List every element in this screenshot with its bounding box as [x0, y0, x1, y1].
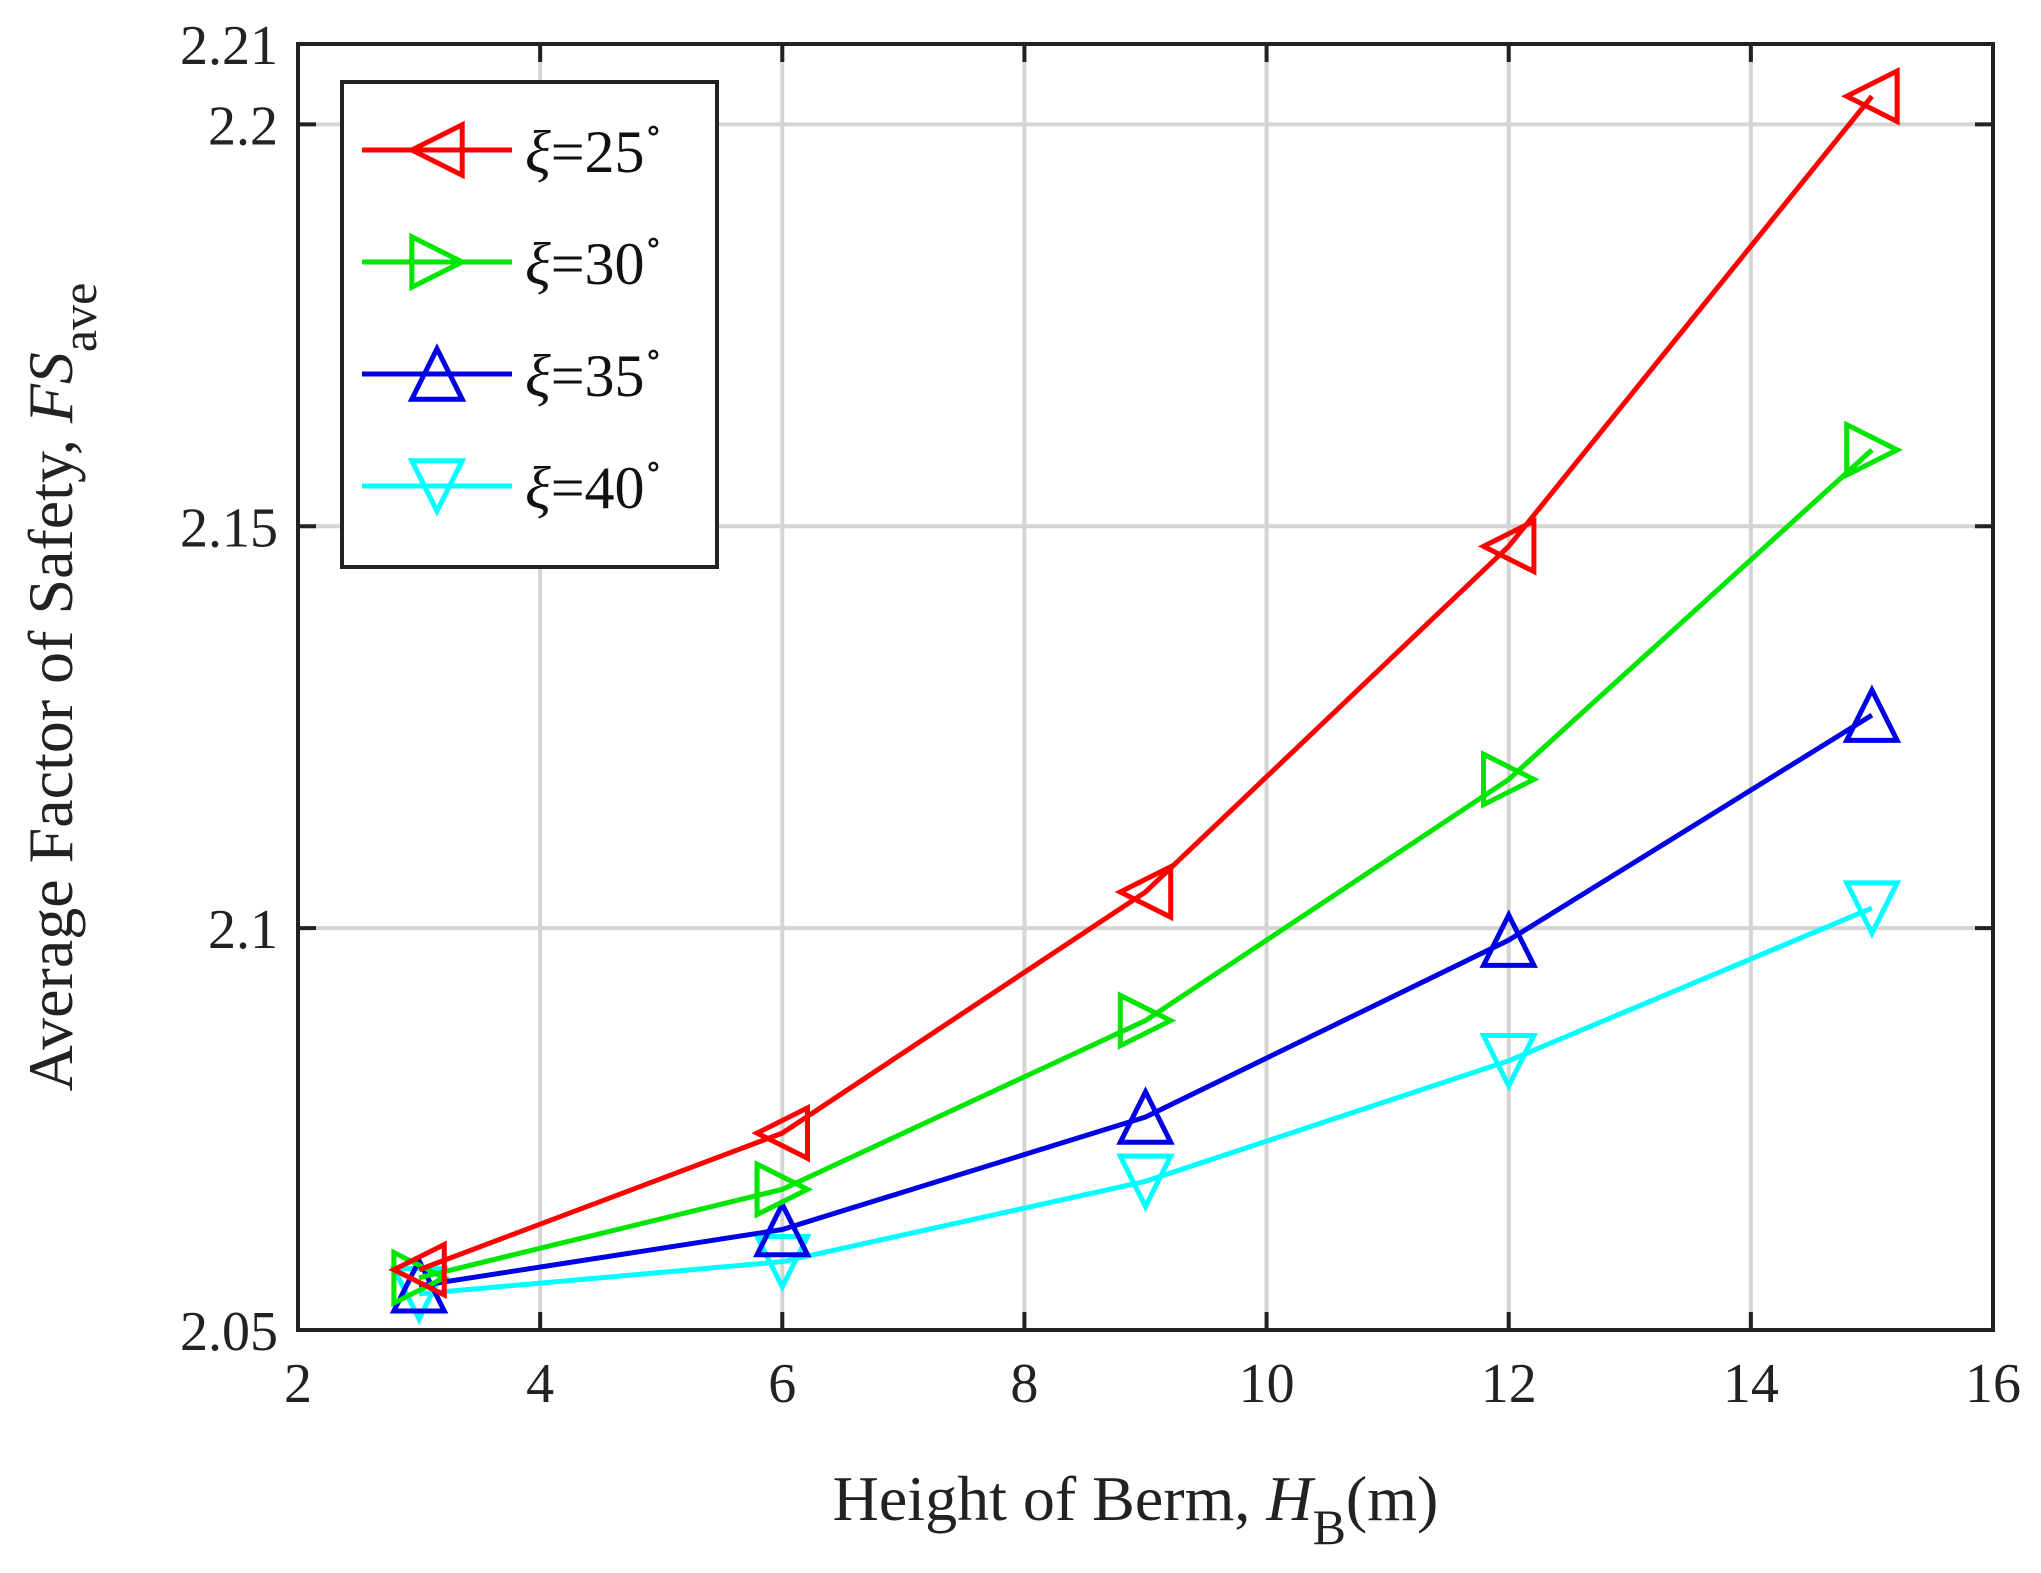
- data-point: [1481, 750, 1540, 809]
- x-tick-label: 14: [1723, 1353, 1779, 1415]
- data-point: [1479, 909, 1538, 968]
- legend: ξ=25∘ξ=30∘ξ=35∘ξ=40∘: [340, 80, 719, 569]
- series-line: [418, 94, 1874, 1273]
- data-point: [1844, 420, 1903, 480]
- data-point: [1116, 1086, 1175, 1145]
- x-tick-label: 16: [1965, 1353, 2021, 1415]
- legend-symbol: ξ: [525, 119, 551, 185]
- series-30: [391, 420, 1903, 1308]
- grid: [298, 44, 1993, 1330]
- legend-value: =30: [551, 231, 645, 297]
- y-tick-label: 2.21: [180, 15, 278, 77]
- legend-degree: ∘: [645, 222, 663, 262]
- data-point: [388, 1240, 447, 1299]
- legend-value: =40: [551, 455, 645, 521]
- x-tick-label: 8: [1010, 1353, 1038, 1415]
- series-line: [418, 905, 1873, 1297]
- x-axis-label-main: Height of Berm,: [833, 1463, 1267, 1534]
- legend-label: ξ=35∘: [525, 334, 662, 409]
- legend-marker: [406, 120, 465, 180]
- legend-marker: [409, 232, 468, 292]
- legend-item: ξ=40∘: [362, 446, 662, 521]
- y-tick-label: 2.2: [208, 95, 278, 157]
- legend-symbol: ξ: [525, 343, 551, 409]
- data-point: [754, 1160, 814, 1219]
- series-35: [389, 684, 1902, 1314]
- y-tick-label: 2.1: [208, 899, 278, 961]
- data-point: [1116, 1153, 1175, 1213]
- series-line: [418, 713, 1874, 1289]
- data-point: [753, 1198, 812, 1258]
- legend-marker: [407, 458, 467, 517]
- y-tick-label: 2.05: [180, 1301, 278, 1363]
- data-point: [1117, 991, 1177, 1050]
- x-axis-label-sub: B: [1313, 1499, 1346, 1555]
- x-tick-label: 4: [526, 1353, 554, 1415]
- x-tick-label: 2: [284, 1353, 312, 1415]
- y-axis-label: Average Factor of Safety, FSave: [15, 283, 107, 1092]
- y-axis-label-sub: ave: [51, 283, 107, 352]
- legend-degree: ∘: [645, 334, 663, 374]
- data-point: [751, 1103, 810, 1163]
- legend-item: ξ=30∘: [362, 222, 662, 297]
- data-point: [1477, 517, 1537, 576]
- x-tick-label: 12: [1481, 1353, 1537, 1415]
- legend-degree: ∘: [645, 110, 663, 150]
- data-point: [1479, 1033, 1538, 1092]
- legend-label: ξ=25∘: [525, 110, 662, 185]
- series-layer: [388, 66, 1903, 1325]
- x-axis-label: Height of Berm, HB(m): [833, 1463, 1439, 1555]
- y-tick-label: 2.15: [180, 497, 278, 559]
- y-axis-label-main: Average Factor of Safety,: [15, 423, 86, 1091]
- legend-symbol: ξ: [525, 231, 551, 297]
- plot-frame: [296, 42, 1995, 1332]
- series-line: [418, 448, 1874, 1281]
- x-tick-label: 6: [768, 1353, 796, 1415]
- x-axis-label-unit: (m): [1346, 1463, 1438, 1534]
- series-25: [388, 66, 1900, 1299]
- x-tick-label: 10: [1239, 1353, 1295, 1415]
- legend-value: =25: [551, 119, 645, 185]
- legend-item: ξ=35∘: [362, 334, 662, 409]
- data-point: [391, 1248, 450, 1308]
- series-40: [389, 880, 1902, 1325]
- data-point: [753, 1233, 812, 1293]
- y-axis-label-var: FS: [15, 352, 86, 424]
- legend-label: ξ=40∘: [525, 446, 662, 521]
- legend-items: ξ=25∘ξ=30∘ξ=35∘ξ=40∘: [362, 110, 662, 521]
- legend-label: ξ=30∘: [525, 222, 662, 297]
- ticks: 2 4 6 8 10 12 14 16 2.05 2.1 2.15 2.2 2.21: [180, 15, 2021, 1415]
- data-point: [1842, 684, 1902, 743]
- x-axis-label-var: H: [1265, 1463, 1316, 1534]
- legend-item: ξ=25∘: [362, 110, 662, 185]
- legend-symbol: ξ: [525, 455, 551, 521]
- legend-marker: [407, 343, 467, 402]
- data-point: [1842, 880, 1902, 939]
- data-point: [1841, 66, 1900, 126]
- legend-degree: ∘: [645, 446, 663, 486]
- data-point: [1114, 862, 1174, 922]
- legend-value: =35: [551, 343, 645, 409]
